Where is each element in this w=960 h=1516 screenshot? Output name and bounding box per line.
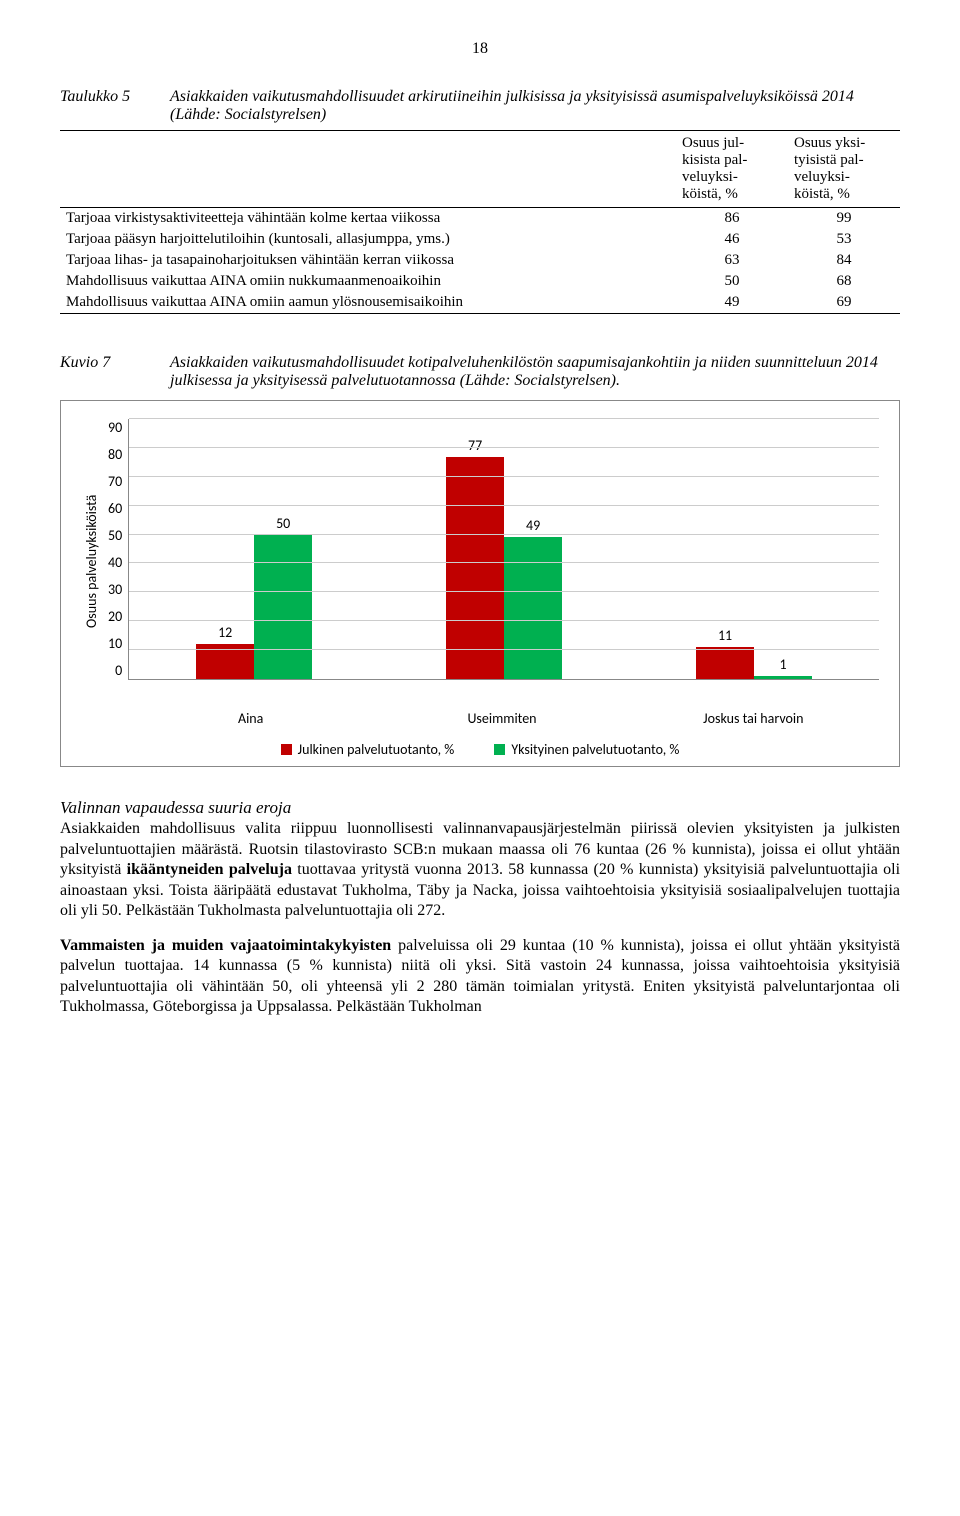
row-val-a: 49 bbox=[676, 292, 788, 314]
kuvio7-caption: Kuvio 7 Asiakkaiden vaikutusmahdollisuud… bbox=[60, 354, 900, 390]
bar-group: 111 bbox=[629, 419, 879, 679]
row-val-a: 86 bbox=[676, 208, 788, 230]
table-row: Mahdollisuus vaikuttaa AINA omiin nukkum… bbox=[60, 271, 900, 292]
ytick-label: 80 bbox=[108, 446, 122, 463]
table-row: Tarjoaa pääsyn harjoittelutiloihin (kunt… bbox=[60, 229, 900, 250]
table5-col1: Osuus jul- kisista pal- veluyksi- köistä… bbox=[676, 131, 788, 208]
xtick-label: Useimmiten bbox=[376, 704, 627, 727]
table5-label: Taulukko 5 bbox=[60, 88, 170, 124]
row-label: Mahdollisuus vaikuttaa AINA omiin aamun … bbox=[60, 292, 676, 314]
chart-yaxis: 90 80 70 60 50 40 30 20 10 0 bbox=[108, 419, 128, 679]
p2-bold: Vammaisten ja muiden vajaatoimintakykyis… bbox=[60, 937, 391, 954]
kuvio7-caption-text: Asiakkaiden vaikutusmahdollisuudet kotip… bbox=[170, 354, 900, 390]
row-val-a: 63 bbox=[676, 250, 788, 271]
bar: 1 bbox=[754, 676, 812, 679]
table5-col2: Osuus yksi- tyisistä pal- veluyksi- köis… bbox=[788, 131, 900, 208]
ytick-label: 90 bbox=[108, 419, 122, 436]
ytick-label: 70 bbox=[108, 473, 122, 490]
gridline bbox=[129, 620, 879, 621]
gridline bbox=[129, 562, 879, 563]
section-p1: Valinnan vapaudessa suuria eroja Asiakka… bbox=[60, 797, 900, 922]
bar-value-label: 11 bbox=[696, 627, 754, 644]
row-label: Mahdollisuus vaikuttaa AINA omiin nukkum… bbox=[60, 271, 676, 292]
bar: 11 bbox=[696, 647, 754, 679]
row-val-b: 69 bbox=[788, 292, 900, 314]
gridline bbox=[129, 418, 879, 419]
bar-value-label: 12 bbox=[196, 624, 254, 641]
gridline bbox=[129, 591, 879, 592]
ytick-label: 10 bbox=[108, 635, 122, 652]
section-heading: Valinnan vapaudessa suuria eroja bbox=[60, 798, 291, 817]
chart-ylabel: Osuus palveluyksiköistä bbox=[81, 419, 102, 704]
bar: 77 bbox=[446, 457, 504, 679]
table-row: Mahdollisuus vaikuttaa AINA omiin aamun … bbox=[60, 292, 900, 314]
table5-caption-text: Asiakkaiden vaikutusmahdollisuudet arkir… bbox=[170, 88, 900, 124]
row-val-b: 99 bbox=[788, 208, 900, 230]
row-val-a: 46 bbox=[676, 229, 788, 250]
ytick-label: 0 bbox=[108, 662, 122, 679]
chart-legend: Julkinen palvelutuotanto, % Yksityinen pa… bbox=[81, 741, 879, 758]
legend-swatch bbox=[281, 744, 292, 755]
legend-label: Julkinen palvelutuotanto, % bbox=[298, 741, 455, 758]
legend-item: Yksityinen palvelutuotanto, % bbox=[494, 741, 679, 758]
bar-value-label: 1 bbox=[754, 656, 812, 673]
bar-value-label: 49 bbox=[504, 517, 562, 534]
bar-value-label: 50 bbox=[254, 515, 312, 532]
chart-xaxis: AinaUseimmitenJoskus tai harvoin bbox=[125, 704, 879, 727]
gridline bbox=[129, 505, 879, 506]
gridline bbox=[129, 534, 879, 535]
ytick-label: 60 bbox=[108, 500, 122, 517]
row-val-b: 53 bbox=[788, 229, 900, 250]
kuvio7-chart: Osuus palveluyksiköistä 90 80 70 60 50 40 30 20… bbox=[60, 400, 900, 767]
row-val-b: 68 bbox=[788, 271, 900, 292]
legend-swatch bbox=[494, 744, 505, 755]
p1-bold: ikääntyneiden palveluja bbox=[127, 861, 292, 878]
ytick-label: 40 bbox=[108, 554, 122, 571]
bar: 50 bbox=[254, 535, 312, 679]
table5-empty-head bbox=[60, 131, 676, 208]
table5: Osuus jul- kisista pal- veluyksi- köistä… bbox=[60, 130, 900, 314]
gridline bbox=[129, 649, 879, 650]
legend-item: Julkinen palvelutuotanto, % bbox=[281, 741, 455, 758]
table5-caption: Taulukko 5 Asiakkaiden vaikutusmahdollis… bbox=[60, 88, 900, 124]
xtick-label: Joskus tai harvoin bbox=[628, 704, 879, 727]
gridline bbox=[129, 476, 879, 477]
legend-label: Yksityinen palvelutuotanto, % bbox=[511, 741, 679, 758]
row-val-b: 84 bbox=[788, 250, 900, 271]
gridline bbox=[129, 447, 879, 448]
section-p2: Vammaisten ja muiden vajaatoimintakykyis… bbox=[60, 936, 900, 1018]
bar: 49 bbox=[504, 537, 562, 679]
ytick-label: 30 bbox=[108, 581, 122, 598]
row-label: Tarjoaa pääsyn harjoittelutiloihin (kunt… bbox=[60, 229, 676, 250]
row-val-a: 50 bbox=[676, 271, 788, 292]
xtick-label: Aina bbox=[125, 704, 376, 727]
row-label: Tarjoaa virkistysaktiviteetteja vähintää… bbox=[60, 208, 676, 230]
bar-group: 1250 bbox=[129, 419, 379, 679]
bar-value-label: 77 bbox=[446, 437, 504, 454]
page-number: 18 bbox=[60, 40, 900, 58]
row-label: Tarjoaa lihas- ja tasapainoharjoituksen … bbox=[60, 250, 676, 271]
table-row: Tarjoaa lihas- ja tasapainoharjoituksen … bbox=[60, 250, 900, 271]
ytick-label: 50 bbox=[108, 527, 122, 544]
ytick-label: 20 bbox=[108, 608, 122, 625]
kuvio7-label: Kuvio 7 bbox=[60, 354, 170, 390]
bar-group: 7749 bbox=[379, 419, 629, 679]
table-row: Tarjoaa virkistysaktiviteetteja vähintää… bbox=[60, 208, 900, 230]
chart-plot: 12507749111 bbox=[128, 419, 879, 680]
